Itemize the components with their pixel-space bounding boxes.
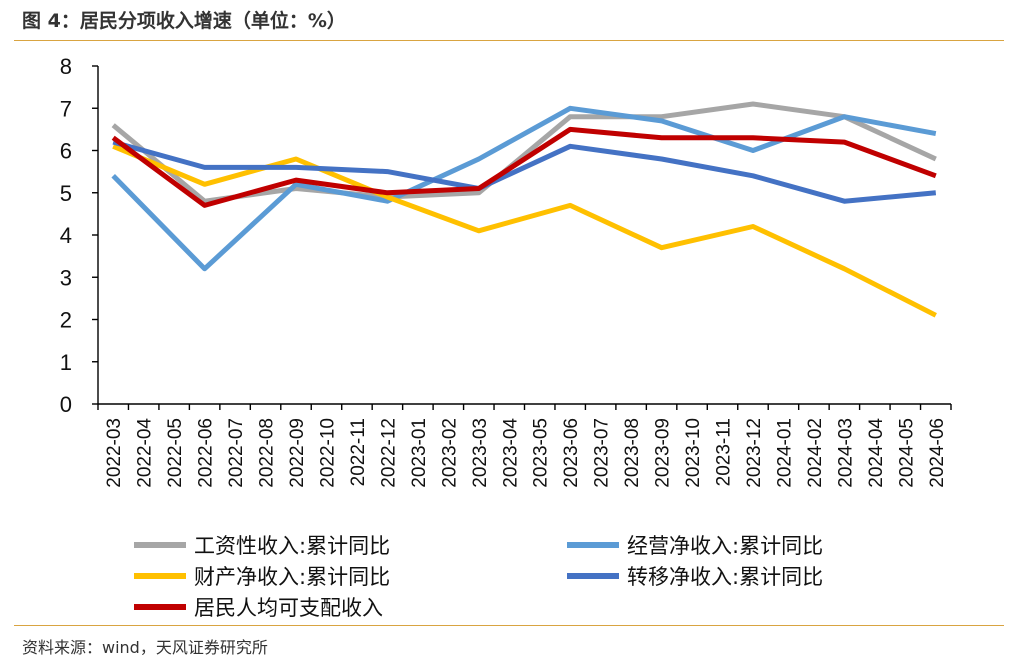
- bottom-divider: [14, 625, 1004, 626]
- y-tick-label: 4: [60, 223, 72, 248]
- x-tick-label: 2022-08: [257, 418, 278, 488]
- x-tick-label: 2024-05: [896, 418, 917, 488]
- source-note: 资料来源：wind，天风证券研究所: [22, 638, 268, 657]
- x-tick-label: 2023-10: [683, 418, 704, 488]
- x-tick-label: 2024-04: [866, 418, 887, 488]
- series-line-5: [111, 126, 937, 208]
- legend-label: 财产净收入:累计同比: [194, 565, 390, 589]
- x-tick-label: 2024-01: [774, 418, 795, 488]
- x-tick-label: 2024-02: [805, 418, 826, 488]
- series-line-4: [112, 139, 937, 204]
- x-tick-label: 2023-04: [500, 418, 521, 488]
- x-tick-label: 2022-06: [196, 418, 217, 488]
- y-axis: 0 1 2 3 4 5 6 7 8: [60, 54, 99, 417]
- y-tick-label: 1: [60, 350, 72, 375]
- x-tick-label: 2023-07: [592, 418, 613, 488]
- legend-label: 转移净收入:累计同比: [627, 565, 823, 589]
- chart-title: 图 4：居民分项收入增速（单位：%）: [22, 10, 346, 32]
- x-tick-label: 2023-05: [531, 418, 552, 488]
- x-tick-label: 2022-10: [317, 418, 338, 488]
- top-divider: [14, 40, 1004, 41]
- y-tick-label: 7: [60, 96, 72, 121]
- x-tick-label: 2022-11: [348, 418, 369, 486]
- x-tick-label: 2023-06: [561, 418, 582, 488]
- legend-label: 工资性收入:累计同比: [194, 534, 390, 558]
- x-tick-label: 2023-03: [470, 418, 491, 488]
- y-tick-label: 0: [60, 392, 72, 417]
- series-lines: [111, 101, 937, 318]
- x-tick-label: 2022-09: [287, 418, 308, 488]
- series-line-1: [111, 101, 937, 204]
- x-tick-label: 2023-09: [653, 418, 674, 488]
- series-line-2: [111, 105, 937, 272]
- x-tick-label: 2022-07: [226, 418, 247, 488]
- x-tick-label: 2023-01: [409, 418, 430, 488]
- x-tick-label: 2022-12: [378, 418, 399, 488]
- x-tick-label: 2023-08: [622, 418, 643, 488]
- x-tick-label: 2023-12: [744, 418, 765, 488]
- x-tick-label: 2022-03: [104, 418, 125, 488]
- series-line-3: [112, 143, 937, 318]
- y-tick-label: 5: [60, 181, 72, 206]
- y-tick-label: 2: [60, 308, 72, 333]
- x-tick-label: 2022-04: [135, 418, 156, 488]
- legend-label: 居民人均可支配收入: [194, 596, 383, 620]
- x-axis: 2022-03 2022-04 2022-05 2022-06 2022-07 2022-…: [97, 403, 952, 488]
- x-tick-label: 2024-06: [927, 418, 948, 488]
- y-tick-label: 3: [60, 265, 72, 290]
- x-tick-label: 2024-03: [835, 418, 856, 488]
- x-tick-label: 2023-11: [714, 418, 735, 486]
- y-tick-label: 8: [60, 54, 72, 79]
- x-tick-label: 2022-05: [165, 418, 186, 488]
- legend-label: 经营净收入:累计同比: [627, 534, 823, 558]
- y-tick-label: 6: [60, 139, 72, 164]
- x-tick-label: 2023-02: [439, 418, 460, 488]
